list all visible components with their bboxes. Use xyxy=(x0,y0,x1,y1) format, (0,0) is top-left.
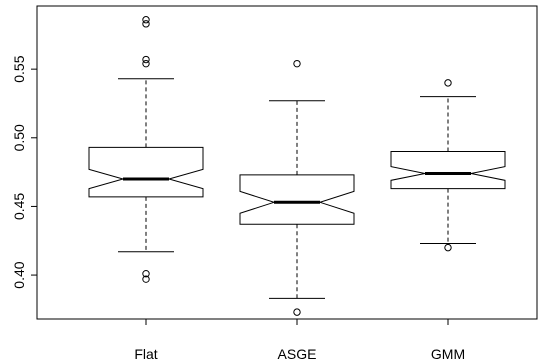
outlier-point xyxy=(444,79,452,87)
y-tick-label: 0.45 xyxy=(11,193,27,220)
notched-box xyxy=(88,146,204,198)
outlier-point xyxy=(142,55,150,64)
notched-box xyxy=(390,151,506,190)
x-tick-label: GMM xyxy=(431,346,465,362)
y-tick-label: 0.50 xyxy=(11,124,27,151)
outlier-point xyxy=(293,308,301,316)
x-axis: Flat ASGE GMM xyxy=(134,318,465,362)
outlier-point xyxy=(142,275,150,283)
outlier-point xyxy=(142,20,150,28)
boxes-layer xyxy=(88,16,506,316)
box-asge xyxy=(239,59,355,316)
box-gmm xyxy=(390,79,506,252)
y-axis: 0.40 0.45 0.50 0.55 xyxy=(11,55,38,289)
y-tick-label: 0.40 xyxy=(11,261,27,288)
x-tick-label: Flat xyxy=(134,346,157,362)
box-flat xyxy=(88,16,204,283)
outlier-point xyxy=(142,16,150,24)
outlier-point xyxy=(142,59,150,68)
notched-box xyxy=(239,174,355,225)
y-tick-label: 0.55 xyxy=(11,55,27,82)
outlier-point xyxy=(293,59,301,68)
outlier-point xyxy=(142,269,150,278)
x-tick-label: ASGE xyxy=(278,346,317,362)
outlier-point xyxy=(444,243,452,252)
